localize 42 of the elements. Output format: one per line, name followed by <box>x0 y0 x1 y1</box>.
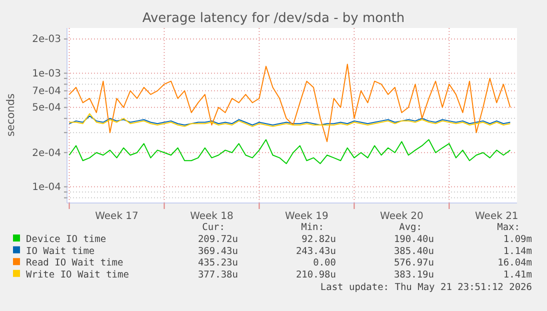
text: 1.14m <box>503 246 532 257</box>
text: 243.43u <box>296 246 336 257</box>
y-tick-label: 2e-03 <box>32 34 61 46</box>
y-tick-label: 1e-03 <box>32 68 61 80</box>
text: 190.40u <box>394 234 434 245</box>
legend-label: Read IO Wait time <box>26 258 124 269</box>
text: 92.82u <box>302 234 336 245</box>
legend-label: Write IO Wait time <box>26 269 130 280</box>
y-tick-label: 7e-04 <box>32 86 61 97</box>
line-series <box>68 116 511 126</box>
line-series <box>68 113 511 127</box>
text: Max: <box>497 222 520 233</box>
text: 369.43u <box>198 246 238 257</box>
x-tick-label: Week 18 <box>190 211 234 222</box>
text: 576.97u <box>394 258 434 269</box>
text: 1.41m <box>503 269 532 280</box>
legend-label: IO Wait time <box>26 246 95 257</box>
text: 385.40u <box>394 246 434 257</box>
y-tick-label: 2e-04 <box>32 148 61 159</box>
y-tick-label: 5e-04 <box>32 102 61 114</box>
text: 210.98u <box>296 269 336 280</box>
legend-label: Device IO time <box>26 234 106 245</box>
text: 383.19u <box>394 269 434 280</box>
text: Min: <box>301 222 324 233</box>
x-tick-label: Week 17 <box>95 211 138 222</box>
text: 435.23u <box>198 258 238 269</box>
text: 16.04m <box>498 258 532 269</box>
y-tick-label: 1e-04 <box>32 182 61 193</box>
text: Cur: <box>202 222 225 233</box>
x-tick-label: Week 20 <box>380 211 424 222</box>
line-series <box>68 64 511 142</box>
x-tick-label: Week 19 <box>285 211 328 222</box>
chart-title: Average latency for /dev/sda - by month <box>142 11 405 26</box>
y-axis-title: seconds <box>5 94 17 136</box>
text: Avg: <box>399 222 422 233</box>
text: Last update: Thu May 21 23:51:12 2026 <box>320 282 532 293</box>
line-series <box>68 139 511 164</box>
text: 377.38u <box>198 269 238 280</box>
text: 1.09m <box>503 234 532 245</box>
text: 0.00 <box>313 258 336 269</box>
text: 209.72u <box>198 234 238 245</box>
x-tick-label: Week 21 <box>474 211 518 222</box>
